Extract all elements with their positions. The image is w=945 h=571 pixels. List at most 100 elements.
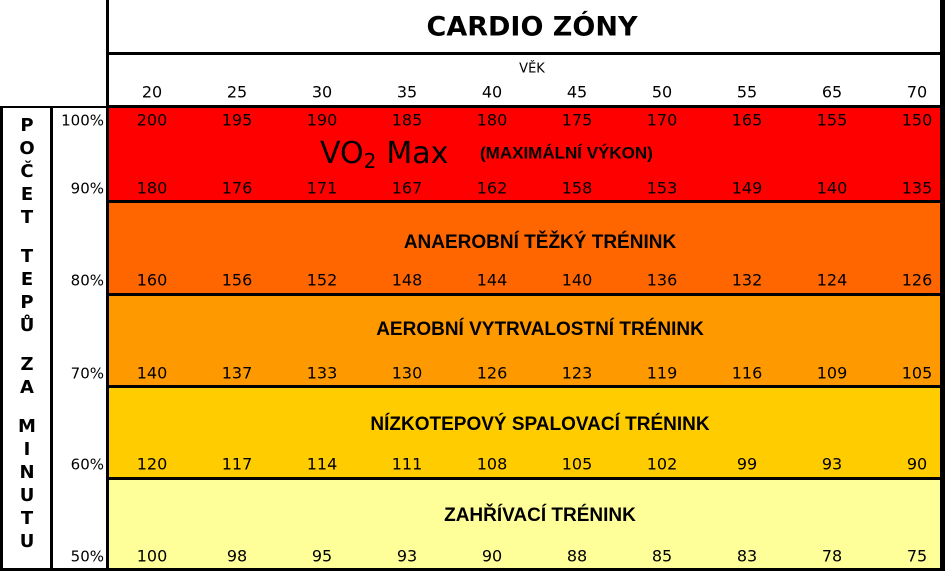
heart-rate: 78	[822, 547, 842, 566]
heart-rate: 124	[817, 271, 848, 290]
zone-label-part: VO	[320, 136, 364, 171]
percent-label: 50%	[71, 548, 104, 566]
heart-rate: 155	[817, 111, 848, 130]
heart-rate: 136	[647, 271, 678, 290]
table-title: CARDIO ZÓNY	[427, 11, 638, 43]
heart-rate: 133	[307, 364, 338, 383]
zone-label: ANAEROBNÍ TĚŽKÝ TRÉNINK	[404, 231, 677, 253]
age-value: 55	[737, 83, 757, 102]
heart-rate: 137	[222, 364, 253, 383]
percent-label: 80%	[71, 272, 104, 290]
heart-rate: 88	[567, 547, 587, 566]
heart-rate: 119	[647, 364, 678, 383]
heart-rate: 102	[647, 455, 678, 474]
zone-band	[109, 108, 940, 200]
heart-rate: 108	[477, 455, 508, 474]
heart-rate: 165	[732, 111, 763, 130]
heart-rate: 100	[137, 547, 168, 566]
heart-rate: 176	[222, 179, 253, 198]
heart-rate: 98	[227, 547, 247, 566]
heart-rate: 195	[222, 111, 253, 130]
zone-label: VO2 Max	[320, 136, 448, 173]
heart-rate: 158	[562, 179, 593, 198]
heart-rate: 171	[307, 179, 338, 198]
percent-label: 70%	[71, 365, 104, 383]
heart-rate: 90	[482, 547, 502, 566]
heart-rate: 114	[307, 455, 338, 474]
age-value: 65	[822, 83, 842, 102]
heart-rate: 175	[562, 111, 593, 130]
zone-band	[109, 480, 940, 568]
heart-rate: 90	[907, 455, 927, 474]
heart-rate: 160	[137, 271, 168, 290]
zone-note: (MAXIMÁLNÍ VÝKON)	[480, 143, 653, 162]
heart-rate: 130	[392, 364, 423, 383]
heart-rate: 83	[737, 547, 757, 566]
zone-label: ZAHŘÍVACÍ TRÉNINK	[444, 504, 636, 526]
zone-band	[109, 203, 940, 293]
zone-label: AEROBNÍ VYTRVALOSTNÍ TRÉNINK	[376, 318, 704, 340]
heart-rate: 93	[822, 455, 842, 474]
heart-rate: 95	[312, 547, 332, 566]
heart-rate: 93	[397, 547, 417, 566]
age-label: VĚK	[519, 61, 545, 77]
heart-rate: 190	[307, 111, 338, 130]
age-value: 45	[567, 83, 587, 102]
zone-label: NÍZKOTEPOVÝ SPALOVACÍ TRÉNINK	[370, 413, 709, 435]
heart-rate: 152	[307, 271, 338, 290]
age-value: 30	[312, 83, 332, 102]
heart-rate: 116	[732, 364, 763, 383]
age-value: 25	[227, 83, 247, 102]
heart-rate: 120	[137, 455, 168, 474]
heart-rate: 149	[732, 179, 763, 198]
heart-rate: 99	[737, 455, 757, 474]
zone-label-part: Max	[386, 136, 448, 171]
heart-rate: 109	[817, 364, 848, 383]
age-header-cell	[109, 55, 940, 105]
heart-rate: 170	[647, 111, 678, 130]
heart-rate: 144	[477, 271, 508, 290]
heart-rate: 148	[392, 271, 423, 290]
age-value: 20	[142, 83, 162, 102]
heart-rate: 126	[477, 364, 508, 383]
heart-rate: 167	[392, 179, 423, 198]
heart-rate: 180	[477, 111, 508, 130]
heart-rate: 140	[562, 271, 593, 290]
heart-rate: 126	[902, 271, 933, 290]
heart-rate: 135	[902, 179, 933, 198]
age-value: 70	[907, 83, 927, 102]
zone-band	[109, 388, 940, 477]
heart-rate: 123	[562, 364, 593, 383]
percent-label: 100%	[61, 112, 104, 130]
heart-rate: 162	[477, 179, 508, 198]
heart-rate: 140	[817, 179, 848, 198]
heart-rate: 185	[392, 111, 423, 130]
heart-rate: 132	[732, 271, 763, 290]
heart-rate: 105	[562, 455, 593, 474]
heart-rate: 153	[647, 179, 678, 198]
age-value: 50	[652, 83, 672, 102]
heart-rate: 117	[222, 455, 253, 474]
heart-rate: 85	[652, 547, 672, 566]
heart-rate: 156	[222, 271, 253, 290]
percent-cell	[53, 108, 106, 568]
heart-rate: 180	[137, 179, 168, 198]
heart-rate: 150	[902, 111, 933, 130]
zone-band	[109, 296, 940, 385]
heart-rate: 105	[902, 364, 933, 383]
heart-rate: 111	[392, 455, 423, 474]
age-value: 35	[397, 83, 417, 102]
heart-rate: 140	[137, 364, 168, 383]
age-value: 40	[482, 83, 502, 102]
corner	[0, 0, 106, 106]
heart-rate: 75	[907, 547, 927, 566]
heart-rate: 200	[137, 111, 168, 130]
zone-label-subscript: 2	[364, 149, 377, 173]
title-cell	[109, 0, 940, 52]
percent-label: 60%	[71, 456, 104, 474]
